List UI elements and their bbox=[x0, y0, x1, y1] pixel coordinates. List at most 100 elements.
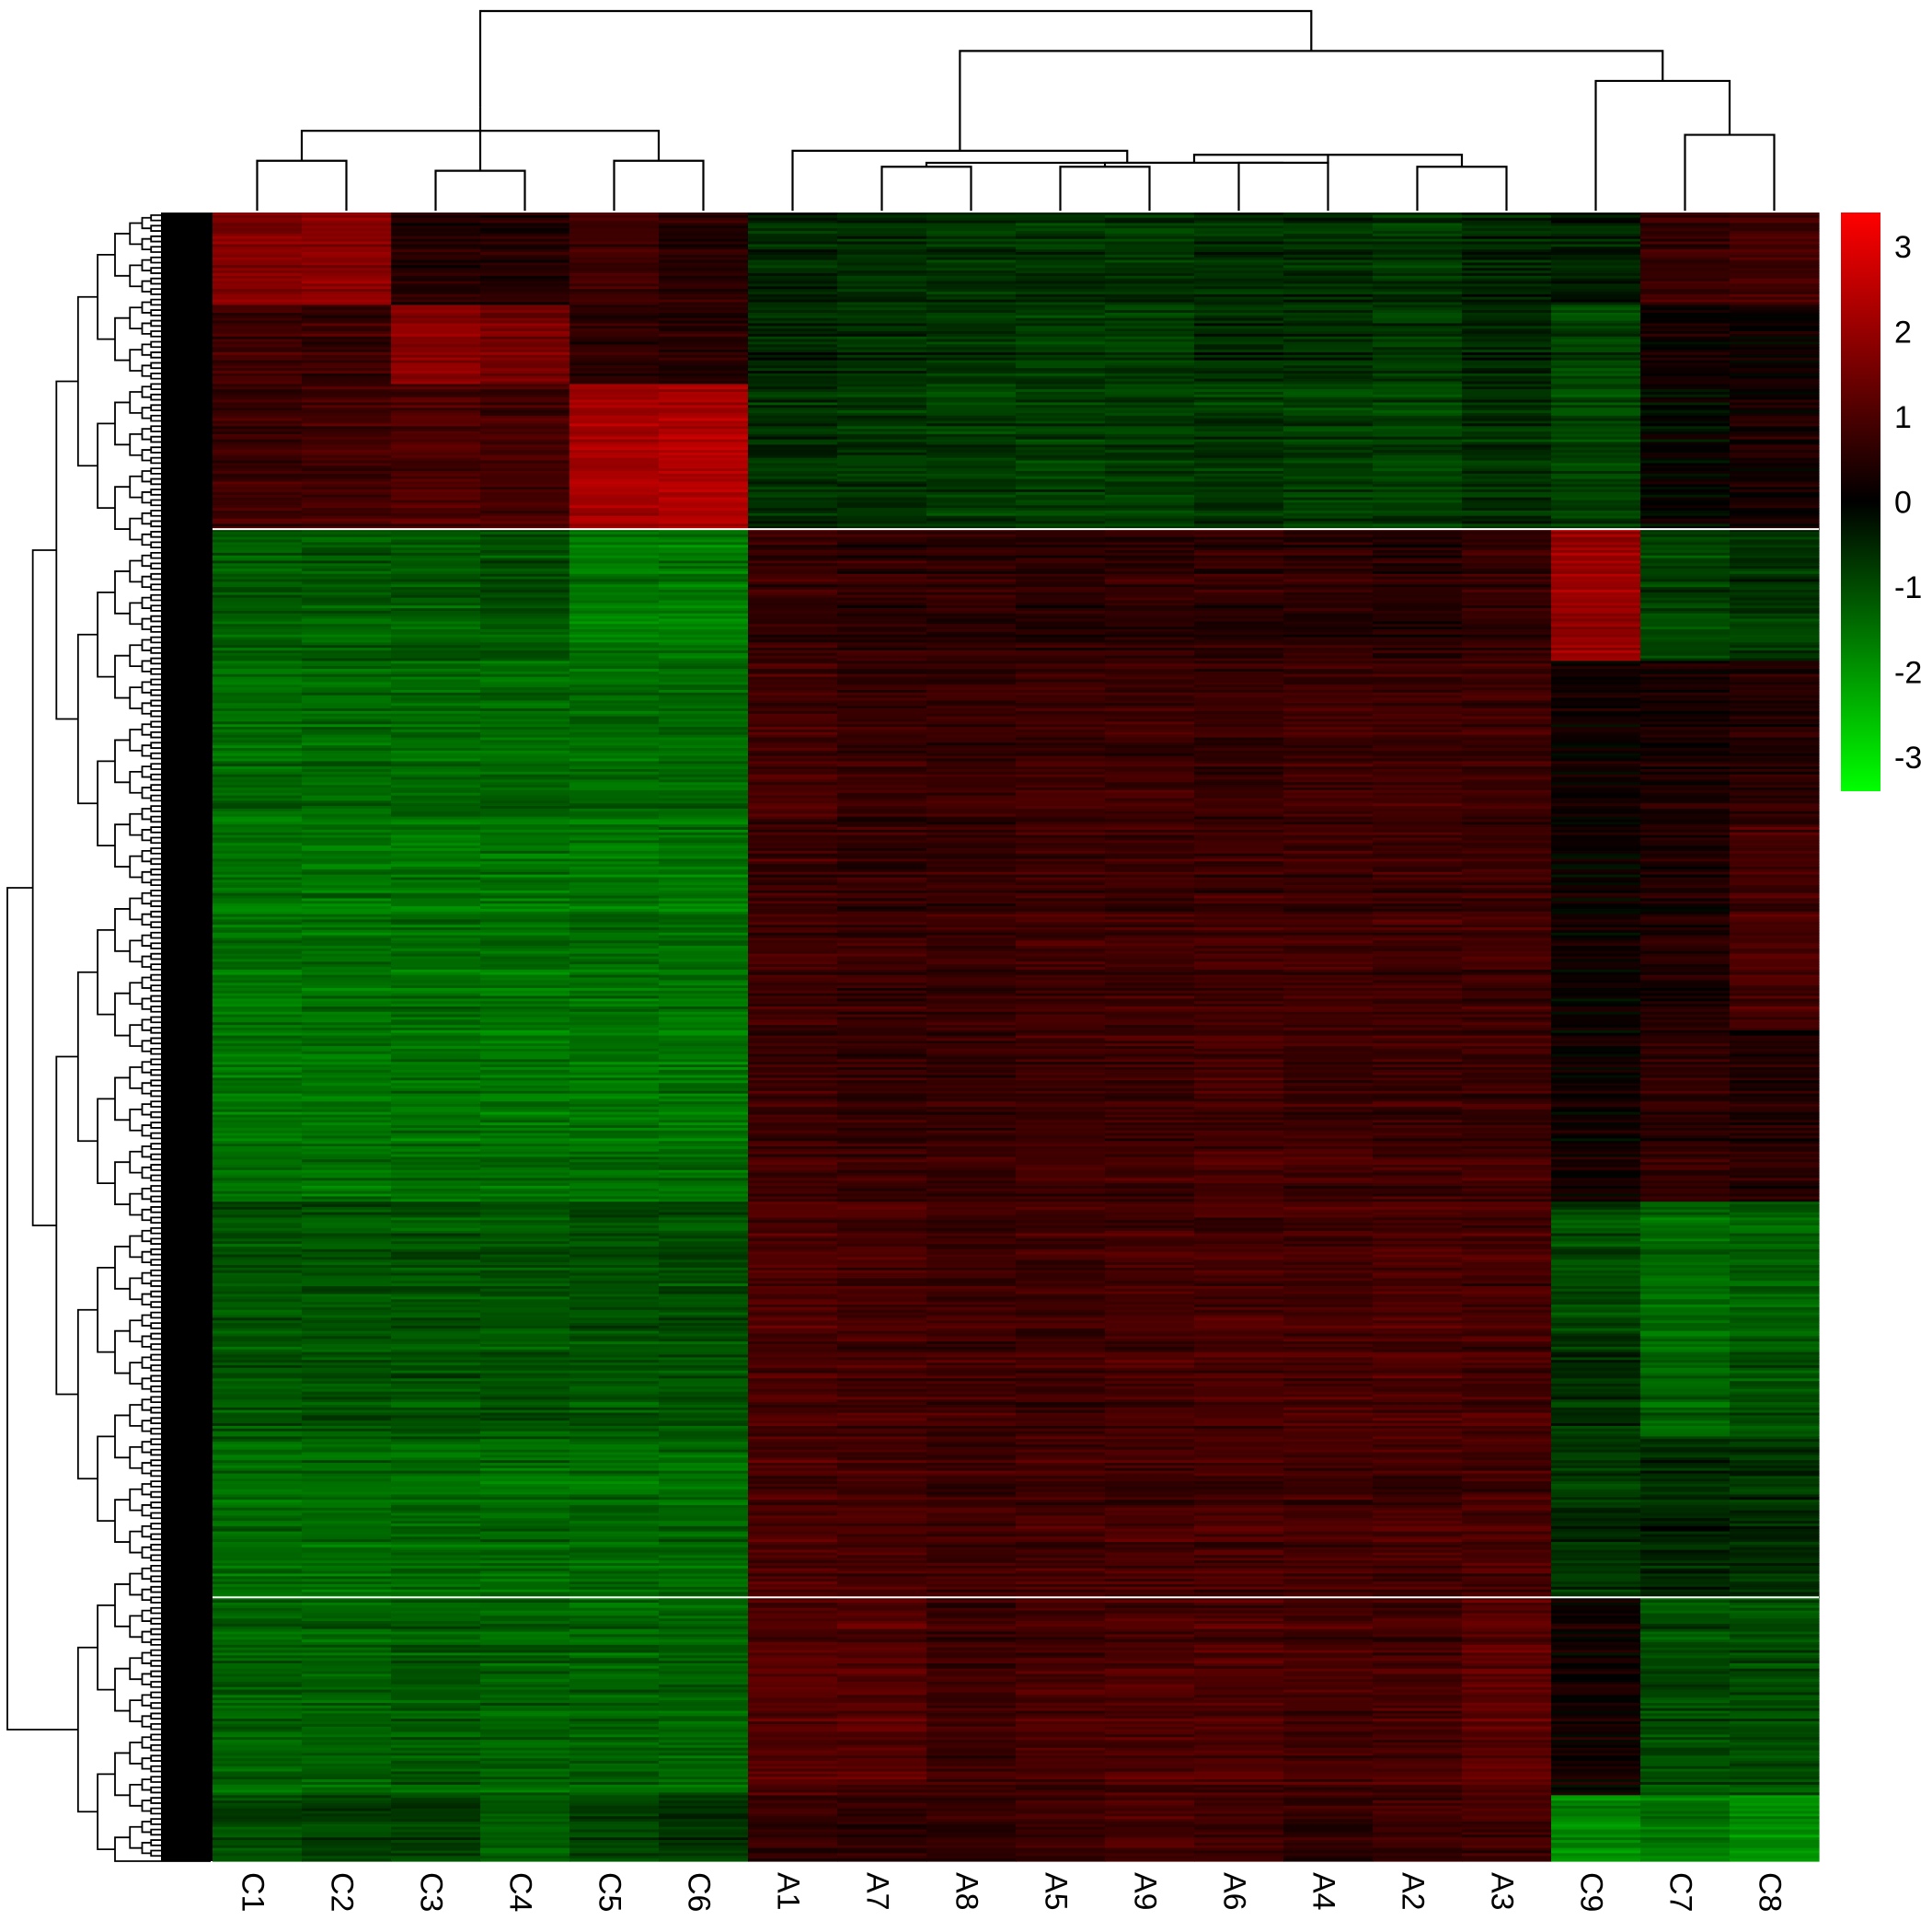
heatmap-cell bbox=[302, 326, 392, 329]
heatmap-cell bbox=[1194, 410, 1284, 414]
heatmap-cell bbox=[926, 405, 1017, 408]
heatmap-cell bbox=[1373, 592, 1463, 596]
heatmap-cell bbox=[837, 550, 927, 554]
heatmap-cell bbox=[302, 536, 392, 541]
heatmap-cell bbox=[302, 627, 392, 630]
heatmap-cell bbox=[1373, 624, 1463, 627]
heatmap-cell bbox=[1105, 639, 1195, 643]
heatmap-cell bbox=[837, 257, 927, 261]
heatmap-cell bbox=[659, 339, 749, 343]
heatmap-cell bbox=[569, 399, 660, 404]
heatmap-cell bbox=[1283, 545, 1374, 548]
heatmap-cell bbox=[837, 624, 927, 627]
heatmap-cell bbox=[748, 652, 838, 657]
heatmap-cell bbox=[1016, 378, 1106, 383]
heatmap-cell bbox=[659, 648, 749, 651]
heatmap-cell bbox=[391, 405, 481, 408]
heatmap-cell bbox=[480, 555, 570, 559]
heatmap-cell bbox=[1730, 426, 1820, 430]
row-dendrogram-branch bbox=[141, 1567, 152, 1581]
heatmap-cell bbox=[213, 310, 303, 314]
heatmap-cell bbox=[926, 597, 1017, 602]
heatmap-cell bbox=[837, 447, 927, 451]
row-dendrogram-branch bbox=[141, 1082, 152, 1095]
heatmap-cell bbox=[1551, 523, 1641, 527]
heatmap-cell bbox=[1016, 669, 1106, 673]
heatmap-cell bbox=[1373, 293, 1463, 298]
heatmap-cell bbox=[926, 381, 1017, 385]
heatmap-cell bbox=[659, 673, 749, 678]
heatmap-cell bbox=[569, 581, 660, 585]
heatmap-cell bbox=[837, 362, 927, 366]
heatmap-cell bbox=[926, 375, 1017, 380]
heatmap-cell bbox=[1640, 354, 1731, 359]
heatmap-cell bbox=[659, 214, 749, 219]
heatmap-cell bbox=[1016, 687, 1106, 691]
heatmap-cell bbox=[1551, 386, 1641, 390]
heatmap-cell bbox=[1105, 600, 1195, 604]
heatmap-cell bbox=[1283, 262, 1374, 266]
heatmap-cell bbox=[1105, 262, 1195, 266]
heatmap-cell bbox=[1016, 666, 1106, 670]
heatmap-cell bbox=[391, 339, 481, 343]
heatmap-cell bbox=[391, 433, 481, 438]
heatmap-cell bbox=[213, 315, 303, 319]
heatmap-cell bbox=[1640, 500, 1731, 503]
heatmap-cell bbox=[926, 669, 1017, 673]
heatmap-cell bbox=[1730, 489, 1820, 493]
heatmap-cell bbox=[1640, 252, 1731, 256]
heatmap-cell bbox=[480, 627, 570, 630]
heatmap-cell bbox=[1373, 466, 1463, 469]
heatmap-cell bbox=[213, 658, 303, 662]
heatmap-cell bbox=[569, 281, 660, 285]
heatmap-cell bbox=[1373, 518, 1463, 523]
heatmap-cell bbox=[1640, 476, 1731, 480]
heatmap-cell bbox=[1283, 478, 1374, 483]
heatmap-cell bbox=[480, 281, 570, 285]
heatmap-cell bbox=[391, 450, 481, 454]
heatmap-cell bbox=[1194, 228, 1284, 232]
heatmap-cell bbox=[1551, 214, 1641, 219]
heatmap-cell bbox=[1640, 317, 1731, 322]
heatmap-cell bbox=[1551, 373, 1641, 377]
heatmap-cell bbox=[391, 579, 481, 583]
heatmap-cell bbox=[302, 247, 392, 250]
heatmap-cell bbox=[1373, 579, 1463, 583]
heatmap-cell bbox=[1016, 415, 1106, 420]
dendrogram-branch bbox=[256, 159, 348, 211]
heatmap-cell bbox=[1462, 249, 1552, 253]
heatmap-cell bbox=[1551, 433, 1641, 438]
heatmap-cell bbox=[1730, 299, 1820, 304]
heatmap-cell bbox=[569, 444, 660, 448]
heatmap-cell bbox=[1105, 566, 1195, 569]
heatmap-cell bbox=[302, 412, 392, 417]
row-dendrogram-branch bbox=[129, 1783, 143, 1807]
heatmap-cell bbox=[659, 265, 749, 269]
heatmap-cell bbox=[1283, 526, 1374, 530]
heatmap-cell bbox=[213, 450, 303, 454]
heatmap-cell bbox=[659, 217, 749, 222]
heatmap-cell bbox=[213, 384, 303, 387]
row-dendrogram-branch bbox=[97, 1773, 116, 1850]
heatmap-cell bbox=[1283, 558, 1374, 562]
heatmap-cell bbox=[302, 233, 392, 237]
heatmap-cell bbox=[1640, 671, 1731, 675]
heatmap-cell bbox=[1373, 600, 1463, 604]
heatmap-cell bbox=[480, 621, 570, 625]
heatmap-cell bbox=[1016, 423, 1106, 427]
heatmap-cell bbox=[391, 555, 481, 559]
heatmap-cell bbox=[302, 624, 392, 627]
heatmap-cell bbox=[391, 357, 481, 362]
heatmap-cell bbox=[748, 566, 838, 569]
heatmap-cell bbox=[748, 682, 838, 685]
heatmap-cell bbox=[659, 627, 749, 630]
row-dendrogram-branch bbox=[141, 1420, 152, 1432]
heatmap-cell bbox=[748, 671, 838, 675]
heatmap-cell bbox=[1373, 423, 1463, 427]
row-dendrogram-branch bbox=[97, 1604, 116, 1691]
heatmap-cell bbox=[213, 452, 303, 456]
heatmap-cell bbox=[1016, 252, 1106, 256]
row-dendrogram-branch bbox=[141, 829, 152, 842]
heatmap-cell bbox=[926, 360, 1017, 364]
heatmap-cell bbox=[1105, 418, 1195, 422]
